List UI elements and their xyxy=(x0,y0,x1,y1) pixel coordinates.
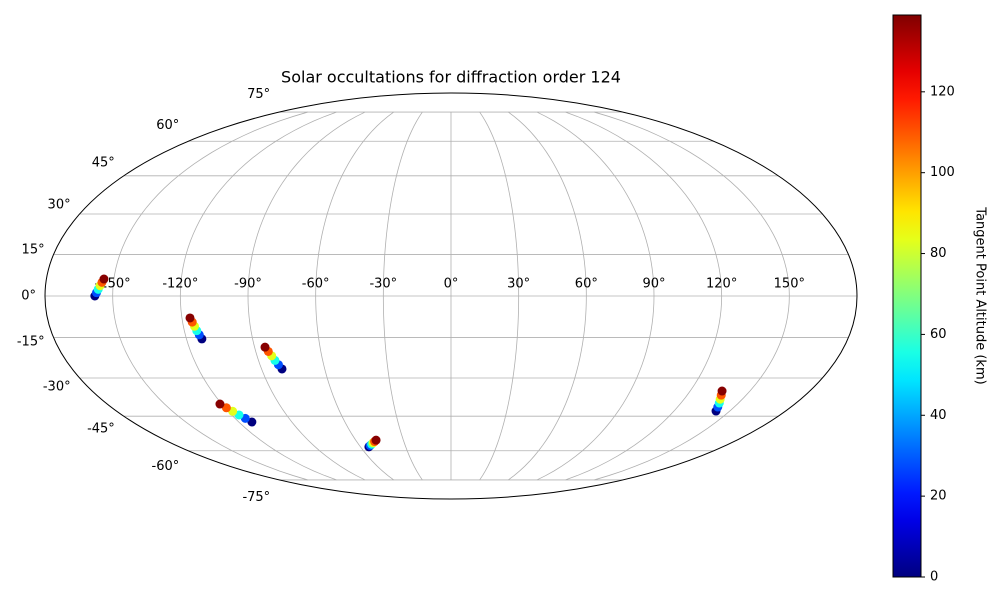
colorbar-label: Tangent Point Altitude (km) xyxy=(973,206,988,384)
x-tick-label: -90° xyxy=(234,277,262,292)
x-tick-label: -60° xyxy=(302,277,330,292)
data-point xyxy=(247,417,257,427)
grid-line xyxy=(479,111,520,481)
colorbar-tick-label: 0 xyxy=(930,570,938,585)
x-tick-label: 120° xyxy=(706,277,737,292)
x-tick-label: 0° xyxy=(444,277,459,292)
data-point xyxy=(99,274,109,284)
grid-line xyxy=(536,111,655,481)
y-tick-label: -30° xyxy=(43,380,71,395)
colorbar-tick-label: 100 xyxy=(930,165,955,180)
data-point xyxy=(185,313,195,323)
x-tick-label: 60° xyxy=(575,277,598,292)
data-point xyxy=(260,342,270,352)
grid-line xyxy=(594,111,790,481)
colorbar xyxy=(892,14,922,578)
grid-line xyxy=(179,111,337,481)
y-tick-label: 60° xyxy=(156,118,179,133)
y-tick-label: -60° xyxy=(152,459,180,474)
grid-line xyxy=(247,111,366,481)
data-point xyxy=(215,399,225,409)
x-tick-label: 90° xyxy=(642,277,665,292)
x-tick-label: 30° xyxy=(507,277,530,292)
y-tick-label: 30° xyxy=(48,197,71,212)
x-tick-label: -30° xyxy=(369,277,397,292)
map-boundary xyxy=(44,92,858,500)
y-tick-label: 75° xyxy=(247,87,270,102)
grid-line xyxy=(382,111,423,481)
data-point xyxy=(717,386,727,396)
y-tick-label: -45° xyxy=(87,421,115,436)
x-tick-label: 150° xyxy=(774,277,805,292)
colorbar-tick-label: 20 xyxy=(930,489,947,504)
colorbar-tick-label: 40 xyxy=(930,408,947,423)
grid-line xyxy=(315,111,394,481)
data-point xyxy=(371,435,381,445)
colorbar-tick-label: 120 xyxy=(930,84,955,99)
y-tick-label: 0° xyxy=(21,289,36,304)
grid-line xyxy=(508,111,587,481)
y-tick-label: -15° xyxy=(17,335,45,350)
chart-title: Solar occultations for diffraction order… xyxy=(281,68,621,87)
colorbar-tick-label: 80 xyxy=(930,246,947,261)
y-tick-label: -75° xyxy=(242,490,270,505)
grid-line xyxy=(565,111,723,481)
x-tick-label: -120° xyxy=(162,277,198,292)
y-tick-label: 15° xyxy=(22,242,45,257)
grid-line xyxy=(112,111,308,481)
colorbar-tick-label: 60 xyxy=(930,327,947,342)
y-tick-label: 45° xyxy=(92,156,115,171)
